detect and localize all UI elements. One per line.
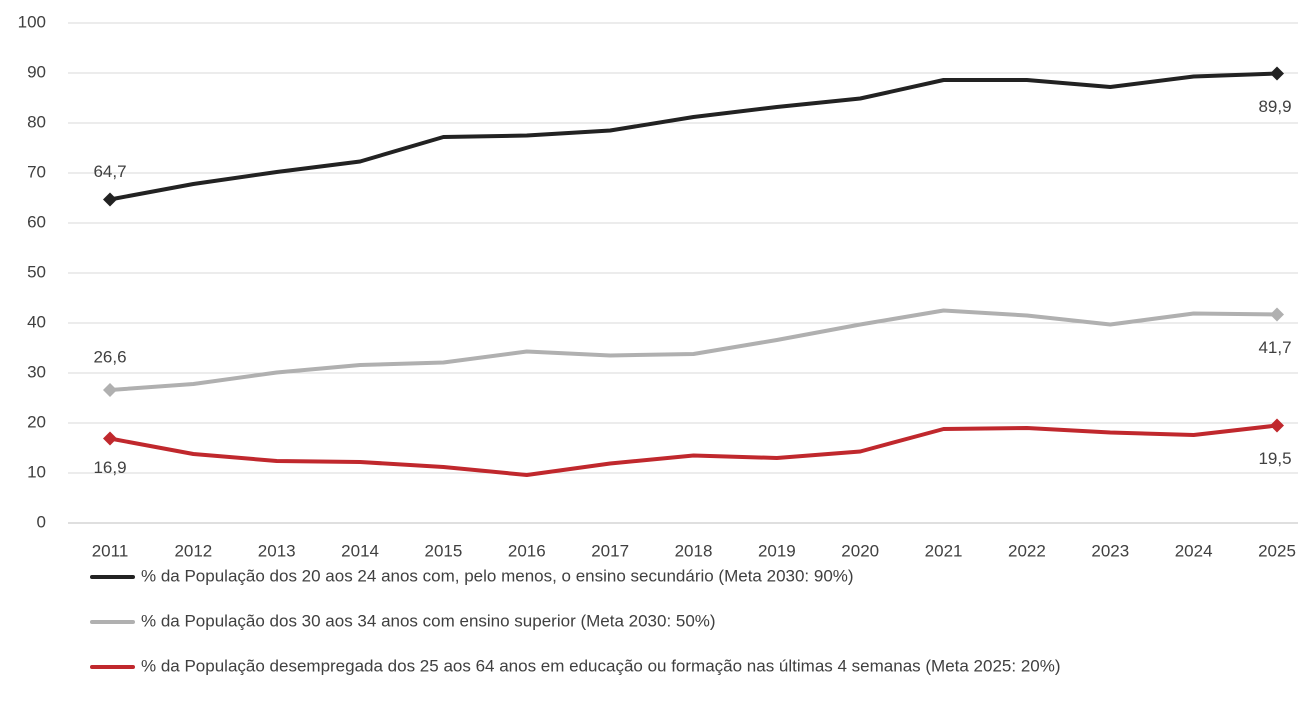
point-marker xyxy=(103,383,117,397)
y-tick-label: 80 xyxy=(27,112,46,131)
y-tick-label: 50 xyxy=(27,262,46,281)
x-tick-label: 2015 xyxy=(425,541,463,560)
y-tick-label: 100 xyxy=(18,12,46,31)
legend-label: % da População desempregada dos 25 aos 6… xyxy=(141,656,1061,675)
y-tick-label: 40 xyxy=(27,312,46,331)
y-tick-label: 10 xyxy=(27,462,46,481)
x-tick-label: 2017 xyxy=(591,541,629,560)
data-label: 16,9 xyxy=(93,458,126,477)
x-tick-label: 2024 xyxy=(1175,541,1213,560)
data-label: 26,6 xyxy=(93,347,126,366)
y-tick-label: 70 xyxy=(27,162,46,181)
point-marker xyxy=(1270,418,1284,433)
point-marker xyxy=(103,431,117,446)
x-tick-label: 2025 xyxy=(1258,541,1296,560)
y-tick-label: 60 xyxy=(27,212,46,231)
y-tick-label: 20 xyxy=(27,412,46,431)
data-label: 19,5 xyxy=(1258,449,1291,468)
series-line xyxy=(109,308,1278,392)
series-line xyxy=(109,71,1278,202)
x-tick-label: 2014 xyxy=(341,541,379,560)
legend-label: % da População dos 20 aos 24 anos com, p… xyxy=(141,566,854,585)
data-label: 41,7 xyxy=(1258,338,1291,357)
point-marker xyxy=(1270,307,1284,322)
legend-label: % da População dos 30 aos 34 anos com en… xyxy=(141,611,716,630)
data-label: 89,9 xyxy=(1258,97,1291,116)
x-tick-label: 2020 xyxy=(841,541,879,560)
y-tick-label: 0 xyxy=(37,512,46,531)
y-tick-label: 90 xyxy=(27,62,46,81)
data-label: 64,7 xyxy=(93,162,126,181)
x-tick-label: 2021 xyxy=(925,541,963,560)
series-line xyxy=(109,423,1278,477)
x-tick-label: 2011 xyxy=(92,541,129,560)
x-tick-label: 2023 xyxy=(1091,541,1129,560)
point-marker xyxy=(1270,66,1284,81)
x-tick-label: 2022 xyxy=(1008,541,1046,560)
x-tick-label: 2016 xyxy=(508,541,546,560)
x-tick-label: 2012 xyxy=(174,541,212,560)
point-marker xyxy=(103,192,117,207)
x-tick-label: 2019 xyxy=(758,541,796,560)
x-tick-label: 2013 xyxy=(258,541,296,560)
y-tick-label: 30 xyxy=(27,362,46,381)
x-tick-label: 2018 xyxy=(675,541,713,560)
